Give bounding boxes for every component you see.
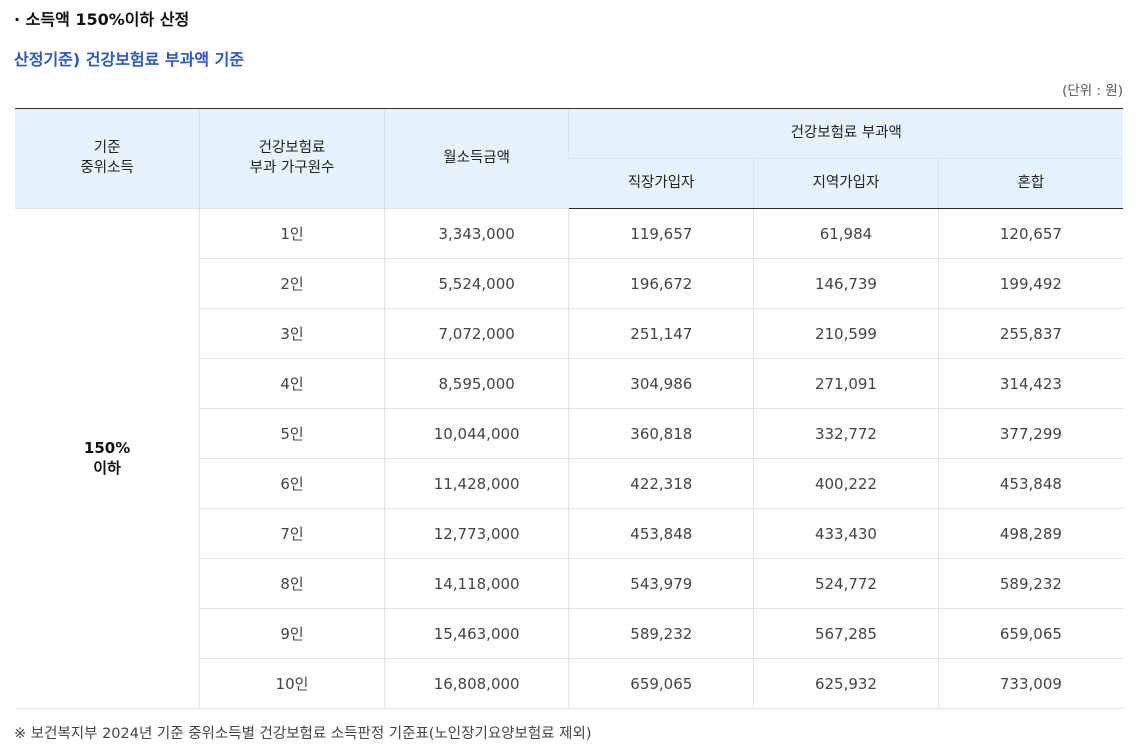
table-row: 6인 11,428,000 422,318 400,222 453,848 — [15, 458, 1123, 509]
header-premium-group: 건강보험료 부과액 — [568, 108, 1123, 159]
cell-mixed: 589,232 — [937, 558, 1123, 609]
cell-mixed: 659,065 — [937, 608, 1123, 659]
cell-employee: 304,986 — [568, 358, 754, 409]
header-mixed: 혼합 — [937, 158, 1123, 209]
cell-household: 4인 — [199, 358, 385, 409]
cell-regional: 146,739 — [753, 258, 939, 309]
unit-note: (단위 : 원) — [1062, 83, 1123, 99]
table-row: 2인 5,524,000 196,672 146,739 199,492 — [15, 258, 1123, 309]
header-monthly-income: 월소득금액 — [383, 108, 569, 209]
cell-household: 3인 — [199, 308, 385, 359]
cell-household: 7인 — [199, 508, 385, 559]
cell-mixed: 199,492 — [937, 258, 1123, 309]
cell-mixed: 733,009 — [937, 658, 1123, 709]
header-regional: 지역가입자 — [753, 158, 939, 209]
table-row: 10인 16,808,000 659,065 625,932 733,009 — [15, 658, 1123, 709]
criteria-title: 산정기준) 건강보험료 부과액 기준 — [14, 50, 245, 69]
cell-household: 9인 — [199, 608, 385, 659]
cell-regional: 210,599 — [753, 308, 939, 359]
cell-household: 1인 — [199, 208, 385, 259]
cell-mixed: 453,848 — [937, 458, 1123, 509]
cell-mixed: 377,299 — [937, 408, 1123, 459]
cell-employee: 422,318 — [568, 458, 754, 509]
cell-regional: 271,091 — [753, 358, 939, 409]
table-row: 4인 8,595,000 304,986 271,091 314,423 — [15, 358, 1123, 409]
cell-monthly-income: 8,595,000 — [383, 358, 569, 409]
cell-employee: 251,147 — [568, 308, 754, 359]
header-employee: 직장가입자 — [568, 158, 754, 209]
cell-regional: 61,984 — [753, 208, 939, 259]
cell-regional: 332,772 — [753, 408, 939, 459]
cell-regional: 567,285 — [753, 608, 939, 659]
group-label: 150% 이하 — [15, 208, 200, 709]
table-row: 3인 7,072,000 251,147 210,599 255,837 — [15, 308, 1123, 359]
cell-monthly-income: 14,118,000 — [383, 558, 569, 609]
cell-monthly-income: 3,343,000 — [383, 208, 569, 259]
cell-employee: 360,818 — [568, 408, 754, 459]
cell-monthly-income: 7,072,000 — [383, 308, 569, 359]
cell-household: 8인 — [199, 558, 385, 609]
cell-employee: 659,065 — [568, 658, 754, 709]
cell-regional: 524,772 — [753, 558, 939, 609]
cell-regional: 400,222 — [753, 458, 939, 509]
cell-employee: 119,657 — [568, 208, 754, 259]
cell-employee: 453,848 — [568, 508, 754, 559]
cell-monthly-income: 12,773,000 — [383, 508, 569, 559]
cell-employee: 589,232 — [568, 608, 754, 659]
cell-employee: 543,979 — [568, 558, 754, 609]
table-row: 7인 12,773,000 453,848 433,430 498,289 — [15, 508, 1123, 559]
table-row: 9인 15,463,000 589,232 567,285 659,065 — [15, 608, 1123, 659]
table-body: 150% 이하 1인 3,343,000 119,657 61,984 120,… — [15, 208, 1123, 709]
cell-mixed: 255,837 — [937, 308, 1123, 359]
cell-monthly-income: 5,524,000 — [383, 258, 569, 309]
cell-household: 6인 — [199, 458, 385, 509]
cell-monthly-income: 16,808,000 — [383, 658, 569, 709]
section-title: · 소득액 150%이하 산정 — [14, 10, 190, 29]
table-header: 기준 중위소득 건강보험료 부과 가구원수 월소득금액 건강보험료 부과액 직장… — [15, 108, 1123, 209]
cell-regional: 433,430 — [753, 508, 939, 559]
footnote: ※ 보건복지부 2024년 기준 중위소득별 건강보험료 소득판정 기준표(노인… — [14, 726, 592, 742]
cell-employee: 196,672 — [568, 258, 754, 309]
cell-monthly-income: 10,044,000 — [383, 408, 569, 459]
cell-household: 5인 — [199, 408, 385, 459]
table-row: 150% 이하 1인 3,343,000 119,657 61,984 120,… — [15, 208, 1123, 709]
table-row: 8인 14,118,000 543,979 524,772 589,232 — [15, 558, 1123, 609]
cell-monthly-income: 11,428,000 — [383, 458, 569, 509]
cell-household: 2인 — [199, 258, 385, 309]
cell-regional: 625,932 — [753, 658, 939, 709]
header-median-income: 기준 중위소득 — [15, 108, 200, 209]
cell-mixed: 120,657 — [937, 208, 1123, 259]
cell-household: 10인 — [199, 658, 385, 709]
header-household: 건강보험료 부과 가구원수 — [199, 108, 385, 209]
cell-mixed: 498,289 — [937, 508, 1123, 559]
premium-table: 기준 중위소득 건강보험료 부과 가구원수 월소득금액 건강보험료 부과액 직장… — [15, 108, 1123, 709]
cell-monthly-income: 15,463,000 — [383, 608, 569, 659]
table-row: 5인 10,044,000 360,818 332,772 377,299 — [15, 408, 1123, 459]
cell-mixed: 314,423 — [937, 358, 1123, 409]
